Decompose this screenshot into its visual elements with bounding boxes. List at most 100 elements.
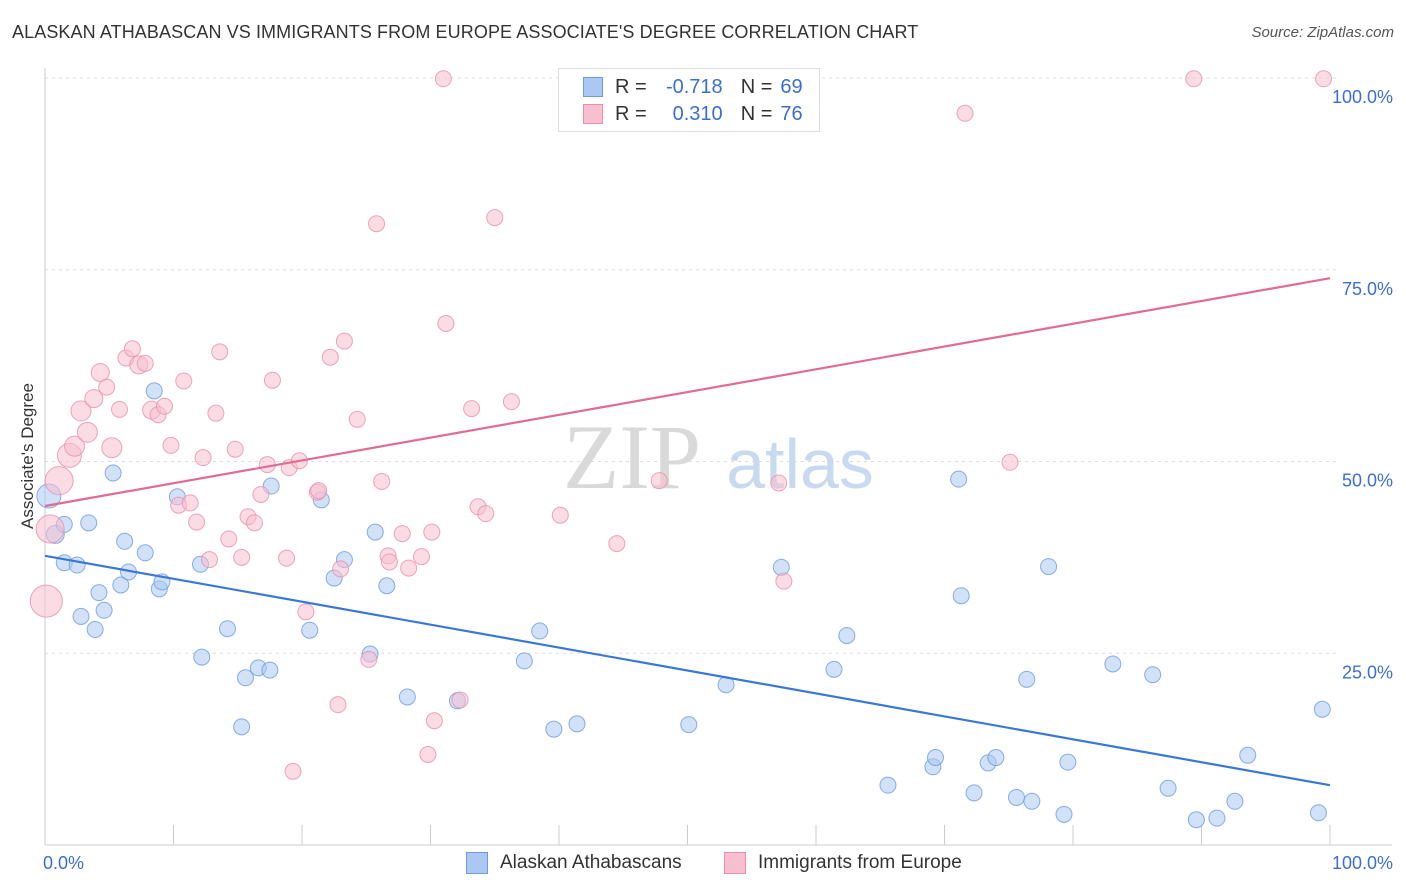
x-tick-label: 100.0% — [1332, 853, 1393, 873]
athabascan-point — [568, 715, 586, 733]
legend-swatch-europe — [583, 104, 603, 124]
europe-point — [608, 535, 626, 553]
legend-r-value: 0.310 — [672, 102, 723, 125]
athabascan-point — [1313, 700, 1331, 718]
europe-point — [321, 348, 339, 366]
europe-point — [188, 513, 206, 531]
athabascan-point — [1159, 779, 1177, 797]
bottom-legend-swatch-athabascan — [466, 852, 488, 874]
athabascan-point — [825, 660, 843, 678]
athabascan-point — [680, 716, 698, 734]
legend-n-value: 76 — [780, 102, 803, 125]
europe-point — [650, 472, 668, 490]
legend-n-label: N = — [740, 102, 773, 125]
europe-point — [220, 530, 238, 548]
athabascan-point — [261, 661, 279, 679]
europe-point — [310, 482, 328, 500]
athabascan-point — [952, 587, 970, 605]
europe-point — [423, 523, 441, 541]
athabascan-point — [104, 464, 122, 482]
legend-row-europe: R = 0.310 N = 76 — [583, 102, 803, 126]
y-axis-label: Associate's Degree — [18, 383, 37, 529]
source-note: Source: ZipAtlas.com — [1251, 24, 1394, 41]
europe-point — [76, 421, 98, 443]
legend-n-value: 69 — [780, 75, 803, 98]
europe-point — [207, 404, 225, 422]
europe-point — [775, 572, 793, 590]
athabascan-point — [950, 470, 968, 488]
athabascan-point — [1059, 753, 1077, 771]
europe-point — [434, 70, 452, 88]
athabascan-point — [68, 556, 86, 574]
europe-point — [64, 435, 86, 457]
europe-point — [35, 514, 65, 544]
europe-point — [425, 712, 443, 730]
axes — [44, 68, 1392, 846]
europe-point — [400, 559, 418, 577]
europe-point — [252, 485, 270, 503]
athabascan-point — [927, 749, 945, 767]
europe-point — [348, 410, 366, 428]
europe-point — [332, 560, 350, 578]
athabascan-point — [72, 607, 90, 625]
tick-labels: 25.0% 50.0% 75.0% 100.0% 0.0% 100.0% — [43, 87, 1393, 873]
europe-point — [156, 397, 174, 415]
athabascan-point — [112, 576, 130, 594]
athabascan-point — [136, 544, 154, 562]
athabascan-point — [1239, 746, 1257, 764]
x-tick-label: 0.0% — [43, 853, 84, 873]
bottom-legend-label-europe: Immigrants from Europe — [758, 852, 962, 873]
europe-point — [551, 506, 569, 524]
europe-point — [84, 389, 104, 409]
europe-point — [111, 400, 129, 418]
europe-point — [297, 603, 315, 621]
athabascan-point — [236, 669, 254, 687]
europe-point — [175, 372, 193, 390]
athabascan-point — [545, 720, 563, 738]
europe-point — [1315, 70, 1333, 88]
europe-point — [278, 549, 296, 567]
bottom-legend-athabascan: Alaskan Athabascans — [466, 852, 682, 874]
europe-point — [181, 494, 199, 512]
europe-point — [477, 505, 495, 523]
europe-point — [360, 650, 378, 668]
athabascan-point — [1144, 666, 1162, 684]
legend-n-label: N = — [740, 75, 773, 98]
bottom-legend-label-athabascan: Alaskan Athabascans — [500, 852, 682, 873]
bottom-legend-europe: Immigrants from Europe — [724, 852, 962, 874]
europe-point — [29, 584, 63, 618]
europe-point — [437, 314, 455, 332]
y-tick-label: 100.0% — [1332, 87, 1393, 107]
bottom-legend-swatch-europe — [724, 852, 746, 874]
europe-point — [194, 449, 212, 467]
athabascan-point — [1018, 670, 1036, 688]
europe-point — [226, 440, 244, 458]
europe-point — [368, 215, 386, 233]
y-tick-label: 75.0% — [1342, 279, 1393, 299]
europe-point — [393, 525, 411, 543]
europe-trend-line — [44, 277, 1331, 508]
europe-point — [380, 553, 398, 571]
europe-point — [123, 340, 141, 358]
athabascan-point — [301, 621, 319, 639]
athabascan-point — [116, 532, 134, 550]
europe-point — [233, 548, 251, 566]
europe-point — [335, 332, 353, 350]
athabascan-trend-line — [44, 554, 1331, 787]
watermark-zip: ZIP — [563, 406, 701, 508]
athabascan-point — [965, 784, 983, 802]
europe-point — [211, 343, 229, 361]
watermark: ZIP atlas — [563, 406, 874, 508]
legend-swatch-athabascan — [583, 77, 603, 97]
athabascan-point — [378, 577, 396, 595]
europe-point — [245, 514, 263, 532]
legend-r-label: R = — [615, 102, 647, 125]
europe-point — [98, 378, 116, 396]
europe-point — [263, 371, 281, 389]
europe-point — [502, 393, 520, 411]
trend-lines — [44, 277, 1331, 787]
athabascan-point — [1208, 809, 1226, 827]
europe-point — [70, 400, 92, 422]
europe-point — [44, 466, 74, 496]
europe-point — [419, 745, 437, 763]
